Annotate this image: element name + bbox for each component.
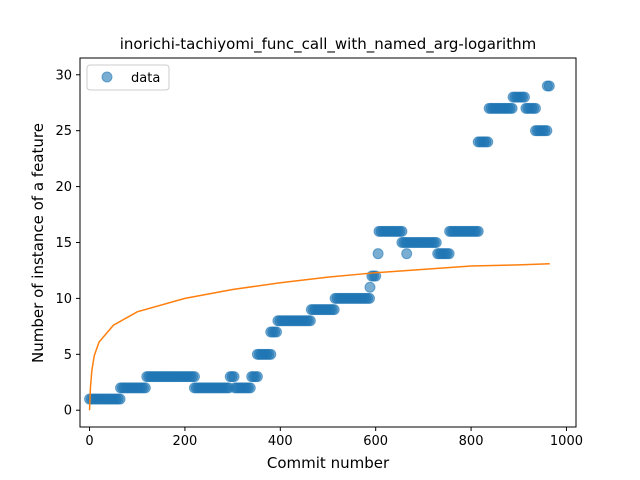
data-point xyxy=(265,348,277,360)
x-tick-label: 0 xyxy=(85,434,93,449)
data-point xyxy=(139,382,151,394)
data-point xyxy=(482,136,494,148)
y-tick-label: 0 xyxy=(64,404,72,419)
data-point xyxy=(430,237,442,248)
y-tick-label: 15 xyxy=(55,236,72,251)
data-point xyxy=(364,281,376,293)
data-point xyxy=(396,225,408,237)
data-point xyxy=(228,371,240,383)
fit-line xyxy=(88,263,550,411)
y-tick-label: 20 xyxy=(55,180,72,195)
fit-layer xyxy=(88,263,550,411)
data-point xyxy=(251,371,263,383)
data-point xyxy=(506,102,518,114)
data-point xyxy=(244,382,256,394)
x-tick-label: 200 xyxy=(173,434,198,449)
chart-title: inorichi-tachiyomi_func_call_with_named_… xyxy=(120,35,536,54)
y-axis-ticks: 0 5 10 15 20 25 30 xyxy=(55,68,80,419)
y-tick-label: 25 xyxy=(55,124,72,139)
legend-label-data: data xyxy=(131,71,160,86)
x-tick-label: 400 xyxy=(268,434,293,449)
data-point xyxy=(328,304,340,316)
data-point xyxy=(401,248,413,260)
x-tick-label: 1000 xyxy=(550,434,583,449)
data-point xyxy=(114,393,126,405)
data-point xyxy=(372,248,384,260)
legend: data xyxy=(86,64,170,91)
data-point xyxy=(270,326,282,338)
data-point xyxy=(443,248,455,260)
x-tick-label: 800 xyxy=(459,434,484,449)
data-layer xyxy=(84,80,555,405)
legend-marker xyxy=(101,71,113,83)
data-point xyxy=(518,91,530,103)
x-axis-ticks: 0 200 400 600 800 1000 xyxy=(85,427,583,449)
data-point xyxy=(363,292,375,304)
legend-box xyxy=(86,64,170,91)
y-tick-label: 30 xyxy=(55,68,72,83)
data-point xyxy=(541,125,553,137)
data-point xyxy=(529,102,541,114)
x-axis-label: Commit number xyxy=(267,454,390,472)
y-axis-label: Number of instance of a feature xyxy=(29,123,47,363)
x-tick-label: 600 xyxy=(363,434,388,449)
data-point xyxy=(188,371,200,383)
data-point xyxy=(543,80,555,92)
data-point xyxy=(304,315,316,327)
y-tick-label: 10 xyxy=(55,292,72,307)
y-tick-label: 5 xyxy=(64,348,72,363)
data-point xyxy=(472,225,484,237)
